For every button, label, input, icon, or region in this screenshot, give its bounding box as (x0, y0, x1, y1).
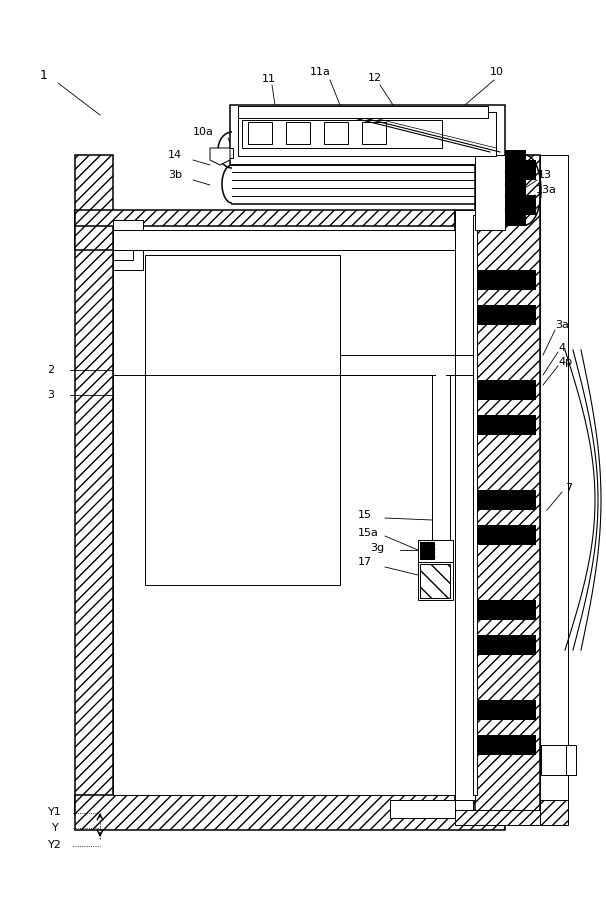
Text: 17: 17 (358, 557, 372, 567)
Bar (113, 230, 455, 250)
Bar (505, 150, 525, 225)
Text: 4p: 4p (558, 357, 572, 367)
Bar (478, 600, 536, 620)
Bar (540, 800, 568, 825)
Bar (541, 745, 566, 775)
Text: 13: 13 (538, 170, 552, 180)
Text: Y1: Y1 (48, 807, 62, 817)
Text: Y: Y (52, 823, 59, 833)
Bar (473, 215, 477, 795)
Bar (238, 106, 488, 118)
Text: 10a: 10a (193, 127, 214, 137)
Bar (478, 195, 536, 215)
Text: 4: 4 (558, 343, 565, 353)
Bar (390, 800, 455, 818)
Text: 3g: 3g (370, 543, 384, 553)
Bar (238, 112, 496, 156)
Bar (432, 360, 450, 560)
Bar (418, 562, 453, 600)
Bar (145, 255, 340, 585)
Text: 13a: 13a (536, 185, 557, 195)
Bar (420, 564, 450, 598)
Text: 3b: 3b (168, 170, 182, 180)
Bar (113, 230, 133, 260)
Polygon shape (210, 148, 230, 165)
Bar (324, 122, 348, 144)
Bar (478, 735, 536, 755)
Bar (455, 800, 473, 815)
Bar (566, 745, 576, 775)
Bar (455, 810, 540, 825)
Bar (540, 155, 568, 815)
Bar (455, 355, 473, 375)
Bar (340, 355, 455, 375)
Text: 3a: 3a (555, 320, 569, 330)
Bar (478, 415, 536, 435)
Text: 7: 7 (565, 483, 572, 493)
Text: Y2: Y2 (48, 840, 62, 850)
Bar (478, 380, 536, 400)
Text: 3: 3 (47, 390, 54, 400)
Bar (420, 542, 435, 560)
Bar (478, 525, 536, 545)
Text: 1: 1 (40, 68, 48, 81)
Bar (217, 148, 233, 158)
Bar (478, 700, 536, 720)
Bar (286, 122, 310, 144)
Bar (242, 120, 442, 148)
Bar (478, 490, 536, 510)
Bar (418, 540, 453, 562)
Bar (75, 155, 113, 815)
Bar (248, 122, 272, 144)
Bar (475, 155, 505, 230)
Text: 12: 12 (368, 73, 382, 83)
Bar (230, 105, 505, 165)
Text: 14: 14 (168, 150, 182, 160)
Bar (75, 795, 505, 830)
Bar (113, 220, 143, 270)
Bar (478, 160, 536, 180)
Bar (475, 155, 540, 815)
Text: 10: 10 (490, 67, 504, 77)
Bar (478, 305, 536, 325)
Bar (362, 122, 386, 144)
Text: 2: 2 (47, 365, 54, 375)
Bar (436, 364, 446, 556)
Text: 15: 15 (358, 510, 372, 520)
Bar (478, 270, 536, 290)
Bar (75, 210, 455, 226)
Text: 11a: 11a (310, 67, 331, 77)
Bar (478, 635, 536, 655)
Bar (113, 230, 455, 795)
Text: 11: 11 (262, 74, 276, 84)
Bar (455, 210, 475, 800)
Bar (455, 210, 473, 800)
Text: 15a: 15a (358, 528, 379, 538)
Bar (75, 220, 113, 250)
